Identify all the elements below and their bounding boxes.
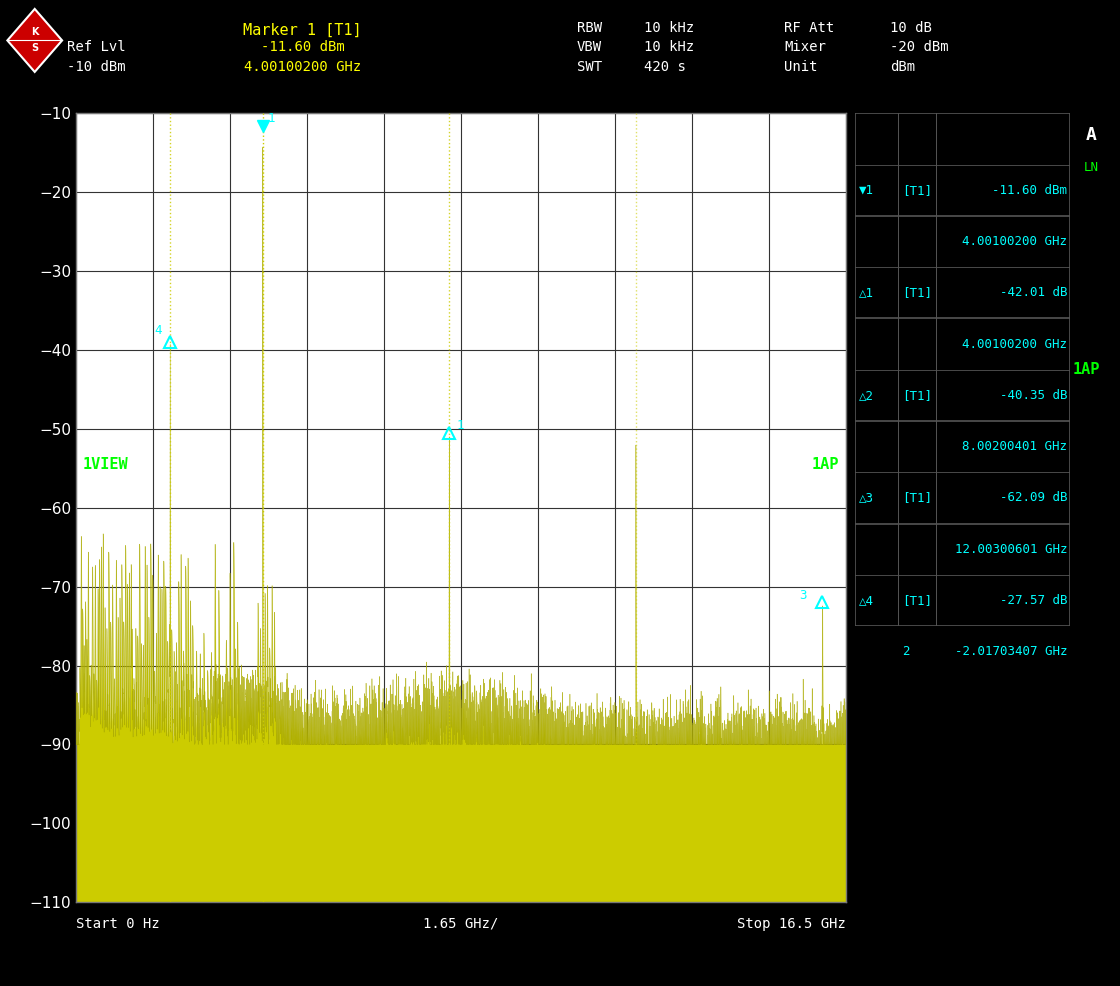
- Text: [T1]: [T1]: [902, 388, 932, 402]
- Text: Marker 1 [T1]: Marker 1 [T1]: [243, 23, 362, 37]
- Text: △1: △1: [859, 286, 874, 300]
- Text: 12.00300601 GHz: 12.00300601 GHz: [955, 542, 1067, 556]
- Text: ▼1: ▼1: [859, 183, 874, 197]
- Text: dBm: dBm: [890, 60, 915, 74]
- Text: A: A: [1085, 126, 1096, 145]
- Text: 10 dB: 10 dB: [890, 21, 932, 35]
- Text: 10 kHz: 10 kHz: [644, 21, 694, 35]
- Text: -11.60 dBm: -11.60 dBm: [261, 40, 344, 54]
- Text: S: S: [31, 43, 38, 53]
- Text: -40.35 dB: -40.35 dB: [1000, 388, 1067, 402]
- Text: 1VIEW: 1VIEW: [82, 457, 128, 472]
- Text: VBW: VBW: [577, 40, 601, 54]
- Text: 3: 3: [800, 589, 806, 601]
- Text: Unit: Unit: [784, 60, 818, 74]
- Text: △3: △3: [859, 491, 874, 505]
- Text: 420 s: 420 s: [644, 60, 685, 74]
- Text: Ref Lvl: Ref Lvl: [67, 40, 125, 54]
- Text: [T1]: [T1]: [902, 286, 932, 300]
- Text: RBW: RBW: [577, 21, 601, 35]
- Text: 4.00100200 GHz: 4.00100200 GHz: [962, 337, 1067, 351]
- Text: 1: 1: [268, 112, 274, 125]
- Text: -2.01703407 GHz: -2.01703407 GHz: [955, 645, 1067, 659]
- Text: -10 dBm: -10 dBm: [67, 60, 125, 74]
- Text: 4: 4: [153, 324, 161, 337]
- Text: Mixer: Mixer: [784, 40, 825, 54]
- Text: Start 0 Hz: Start 0 Hz: [76, 917, 160, 931]
- Text: 1.65 GHz/: 1.65 GHz/: [423, 917, 498, 931]
- Text: 4.00100200 GHz: 4.00100200 GHz: [244, 60, 361, 74]
- Text: RF Att: RF Att: [784, 21, 834, 35]
- Text: -20 dBm: -20 dBm: [890, 40, 949, 54]
- Text: 8.00200401 GHz: 8.00200401 GHz: [962, 440, 1067, 454]
- Text: K: K: [31, 28, 38, 37]
- Text: △4: △4: [859, 594, 874, 607]
- Text: SWT: SWT: [577, 60, 601, 74]
- Text: Stop 16.5 GHz: Stop 16.5 GHz: [737, 917, 846, 931]
- Text: [T1]: [T1]: [902, 183, 932, 197]
- Text: 1AP: 1AP: [812, 457, 840, 472]
- Text: 1AP: 1AP: [1073, 362, 1100, 378]
- Text: -27.57 dB: -27.57 dB: [1000, 594, 1067, 607]
- Text: 1: 1: [456, 419, 464, 432]
- Text: [T1]: [T1]: [902, 491, 932, 505]
- Text: 2: 2: [902, 645, 909, 659]
- Text: -62.09 dB: -62.09 dB: [1000, 491, 1067, 505]
- Text: -11.60 dBm: -11.60 dBm: [992, 183, 1067, 197]
- Text: 10 kHz: 10 kHz: [644, 40, 694, 54]
- Text: [T1]: [T1]: [902, 594, 932, 607]
- Text: △2: △2: [859, 388, 874, 402]
- Text: LN: LN: [1083, 161, 1099, 174]
- Text: 4.00100200 GHz: 4.00100200 GHz: [962, 235, 1067, 248]
- Text: -42.01 dB: -42.01 dB: [1000, 286, 1067, 300]
- Polygon shape: [8, 9, 62, 72]
